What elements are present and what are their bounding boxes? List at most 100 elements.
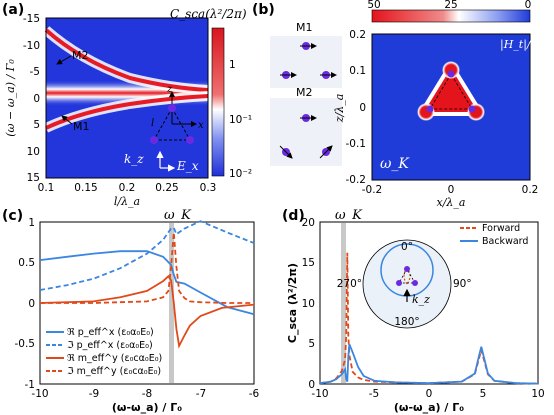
a-ytick: 0 bbox=[33, 93, 40, 105]
polar-angle-0: 0° bbox=[401, 241, 413, 253]
c-xtick: -10 bbox=[31, 388, 48, 400]
field-label: |H_t|/|H_0| bbox=[500, 38, 554, 52]
omega-k-label-b: ω_K bbox=[380, 156, 410, 172]
panel-a-label: (a) bbox=[2, 2, 24, 18]
inset-z-label: z bbox=[166, 84, 173, 95]
c-xtick: -8 bbox=[142, 388, 152, 400]
legend-forward: Forward bbox=[482, 223, 520, 234]
a-ytick: 15 bbox=[27, 172, 40, 184]
annotation-m2: M2 bbox=[72, 49, 89, 62]
field-map bbox=[371, 33, 531, 181]
d-xtick: 10 bbox=[531, 388, 544, 400]
c-ytick: -0.5 bbox=[15, 338, 36, 350]
d-ytick: 15 bbox=[302, 257, 315, 269]
a-ytick: -5 bbox=[30, 66, 40, 78]
b-ytick: 0 bbox=[359, 102, 366, 114]
series-line-c-1 bbox=[39, 220, 255, 291]
a-xtick: 0.1 bbox=[38, 182, 55, 194]
series-line-c-3 bbox=[40, 232, 254, 304]
panel-c-label: (c) bbox=[2, 208, 23, 224]
b-ytick: -0.2 bbox=[346, 174, 367, 186]
a-ytick: 10 bbox=[27, 146, 40, 158]
panel-b: (b) M1 M2 50 25 0 bbox=[252, 0, 554, 209]
d-xtick: -5 bbox=[369, 388, 379, 400]
a-xticks: 0.1 0.15 0.2 0.25 0.3 bbox=[38, 182, 217, 194]
colorbar-b bbox=[371, 9, 531, 23]
plot-c-series bbox=[39, 220, 255, 349]
d-xtick: 0 bbox=[426, 388, 433, 400]
series-line-d-1 bbox=[319, 343, 539, 385]
a-xtick: 0.3 bbox=[200, 182, 217, 194]
a-yticks: -15 -10 -5 0 5 10 15 bbox=[23, 13, 40, 184]
b-xtick: 0 bbox=[448, 184, 455, 196]
mode-m2-label: M2 bbox=[296, 86, 313, 99]
c-legend: ℜ p_eff^x (ε₀α₀E₀) ℑ p_eff^x (ε₀α₀E₀) ℜ … bbox=[46, 327, 162, 377]
mode-m1-label: M1 bbox=[296, 21, 313, 34]
colorbar-a-tick: 10⁻¹ bbox=[229, 114, 252, 126]
d-xlabel: (ω-ω_a) / Γ₀ bbox=[394, 401, 464, 414]
polar-k-label: k_z bbox=[412, 293, 430, 306]
a-xtick: 0.25 bbox=[155, 182, 178, 194]
polar-angle-90: 90° bbox=[453, 278, 472, 290]
c-ytick: 1 bbox=[28, 217, 35, 229]
c-xtick: -9 bbox=[89, 388, 99, 400]
omega-k-band-d bbox=[341, 223, 346, 383]
colorbar-a-tick: 1 bbox=[229, 59, 236, 71]
omega-k-band-c bbox=[169, 223, 174, 383]
colorbar-a bbox=[211, 27, 225, 177]
b-xtick: 0.2 bbox=[522, 184, 539, 196]
polar-inset: 0° 90° 180° 270° k_z bbox=[337, 239, 472, 329]
d-ylabel: C_sca (λ²/2π) bbox=[286, 263, 299, 343]
series-line-c-0 bbox=[39, 250, 255, 316]
legend-backward: Backward bbox=[482, 236, 528, 247]
panel-d-label: (d) bbox=[282, 208, 305, 224]
d-xtick: -10 bbox=[311, 388, 328, 400]
colorbar-b-tick: 0 bbox=[525, 0, 532, 11]
d-xtick: 5 bbox=[480, 388, 487, 400]
b-xlabel: x/λ_a bbox=[437, 196, 466, 209]
omega-k-label-c: ω_K bbox=[164, 208, 192, 223]
b-ytick: 0.2 bbox=[349, 29, 366, 41]
a-xtick: 0.2 bbox=[119, 182, 136, 194]
inset-l-label: l bbox=[151, 118, 154, 129]
legend-re-p: ℜ p_eff^x (ε₀α₀E₀) bbox=[67, 327, 154, 338]
b-ylabel: z/λ_a bbox=[333, 94, 346, 124]
omega-k-label-d: ω_K bbox=[335, 208, 363, 223]
d-ytick: 5 bbox=[308, 338, 315, 350]
panel-d: (d) ω_K 0° 90° 180° 270° k_z Forward Bac… bbox=[282, 208, 545, 414]
a-ytick: -10 bbox=[23, 40, 40, 52]
b-ytick: 0.1 bbox=[349, 65, 366, 77]
trimer-inset: z x l bbox=[150, 84, 204, 144]
inset-x-label: x bbox=[198, 120, 204, 131]
c-xtick: -7 bbox=[196, 388, 206, 400]
d-ytick: 20 bbox=[302, 217, 315, 229]
b-ytick: -0.1 bbox=[346, 138, 367, 150]
panel-a: (a) M2 M1 z bbox=[2, 2, 252, 208]
plot-d-series bbox=[319, 252, 539, 385]
polar-angle-270: 270° bbox=[337, 278, 362, 290]
c-ytick: 0 bbox=[28, 298, 35, 310]
a-ytick: -15 bbox=[23, 13, 40, 25]
legend-im-p: ℑ p_eff^x (ε₀α₀E₀) bbox=[67, 340, 153, 351]
series-line-c-2 bbox=[39, 274, 255, 349]
polar-angle-180: 180° bbox=[394, 316, 419, 328]
legend-im-m: ℑ m_eff^y (ε₀cα₀E₀) bbox=[67, 366, 161, 377]
b-xtick: -0.2 bbox=[362, 184, 383, 196]
colorbar-a-title: C_sca(λ²/2π) bbox=[170, 7, 247, 21]
d-legend: Forward Backward bbox=[460, 223, 528, 247]
c-ytick: -1 bbox=[25, 379, 35, 391]
colorbar-a-tick: 10⁻² bbox=[229, 168, 252, 180]
legend-re-m: ℜ m_eff^y (ε₀cα₀E₀) bbox=[67, 353, 162, 364]
annotation-m1: M1 bbox=[73, 120, 90, 133]
d-ytick: 0 bbox=[308, 379, 315, 391]
heatmap-a bbox=[42, 17, 209, 179]
panel-c: (c) ω_K 1 0.5 0 -0.5 -1 -10 -9 -8 -7 -6 … bbox=[2, 208, 260, 414]
colorbar-b-tick: 50 bbox=[367, 0, 380, 11]
c-xtick: -6 bbox=[249, 388, 260, 400]
e-x-label: E_x bbox=[176, 159, 199, 173]
a-ylabel: (ω − ω_a) / Γ₀ bbox=[4, 59, 17, 137]
a-ytick: 5 bbox=[33, 119, 40, 131]
panel-b-label: (b) bbox=[252, 2, 275, 18]
c-xlabel: (ω-ω_a) / Γ₀ bbox=[112, 401, 182, 414]
mode-schematics: M1 M2 bbox=[270, 21, 342, 166]
